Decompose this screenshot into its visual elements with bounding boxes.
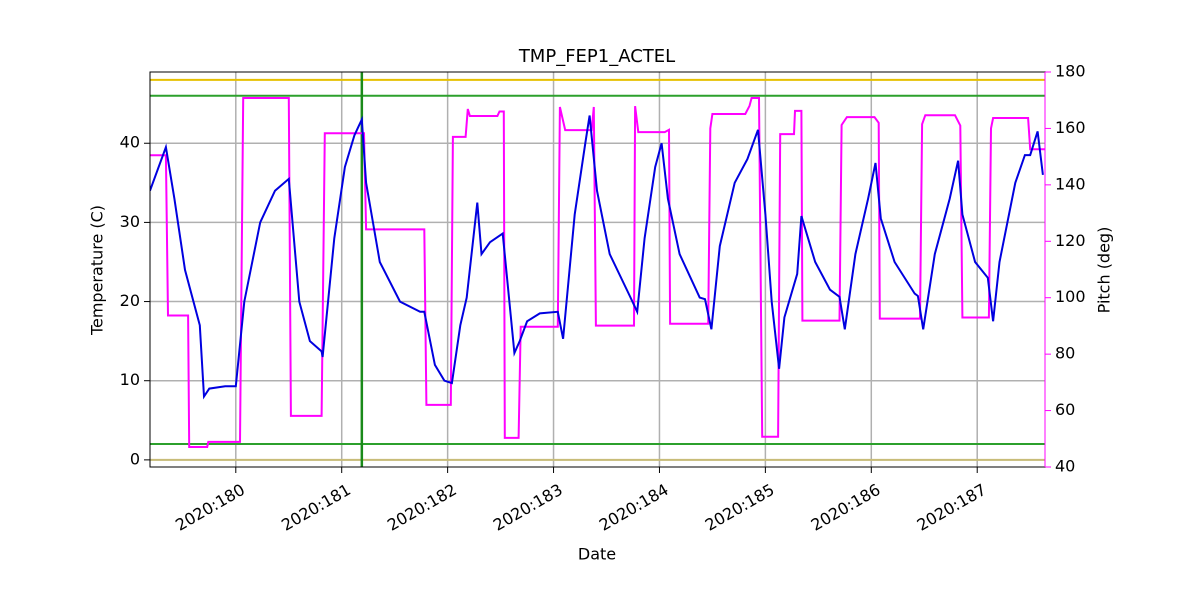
- y2-tick-label: 60: [1055, 400, 1075, 419]
- x-tick-label: 2020:187: [914, 480, 990, 535]
- x-tick-label: 2020:186: [808, 480, 884, 535]
- x-tick-label: 2020:182: [384, 480, 460, 535]
- x-axis-label: Date: [578, 545, 616, 564]
- y-tick-label: 20: [120, 291, 140, 310]
- y2-tick-label: 40: [1055, 457, 1075, 476]
- y-tick-label: 30: [120, 212, 140, 231]
- y-tick-label: 0: [130, 449, 140, 468]
- y-tick-label: 10: [120, 370, 140, 389]
- data-line: [150, 97, 1045, 448]
- data-line: [150, 115, 1044, 400]
- y-axis-label: Temperature (C): [88, 205, 107, 336]
- y2-tick-label: 100: [1055, 287, 1086, 306]
- x-tick-label: 2020:180: [172, 480, 248, 535]
- chart-title: TMP_FEP1_ACTEL: [518, 46, 675, 67]
- plot-frame: [149, 71, 1046, 468]
- x-tick-label: 2020:183: [490, 480, 566, 535]
- y2-axis-label: Pitch (deg): [1095, 227, 1114, 314]
- y-tick-label: 40: [120, 133, 140, 152]
- y2-tick-label: 80: [1055, 344, 1075, 363]
- x-tick-label: 2020:181: [278, 480, 354, 535]
- y2-tick-label: 180: [1055, 62, 1086, 81]
- x-tick-label: 2020:184: [596, 480, 672, 535]
- x-tick-label: 2020:185: [702, 480, 778, 535]
- y2-tick-label: 160: [1055, 118, 1086, 137]
- y2-tick-label: 120: [1055, 231, 1086, 250]
- y2-tick-label: 140: [1055, 174, 1086, 193]
